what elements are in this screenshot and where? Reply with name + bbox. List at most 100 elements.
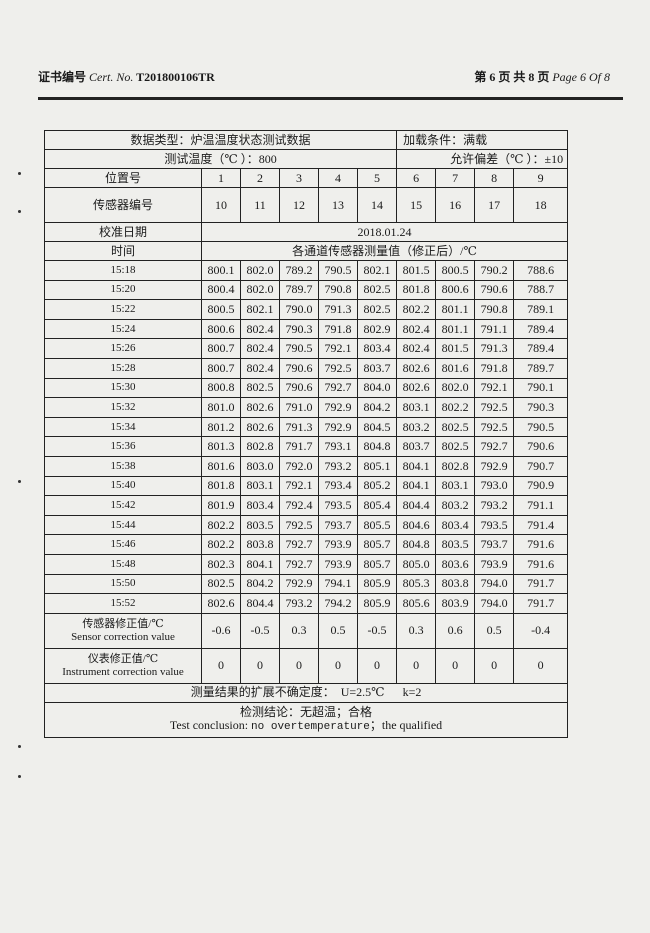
value-cell: 792.7 xyxy=(474,436,515,457)
value-cell: 790.5 xyxy=(318,260,358,281)
sensor-correction-cell: -0.4 xyxy=(513,612,569,649)
load-condition: 加载条件：满载 xyxy=(396,130,569,150)
sensor-correction-cn: 传感器修正值/℃ xyxy=(82,617,164,630)
position-cell: 9 xyxy=(513,168,569,188)
data-table: 数据类型：炉温温度状态测试数据 加载条件：满载 测试温度（℃ ）：800 允许偏差（… xyxy=(43,130,569,738)
value-cell: 803.0 xyxy=(240,455,280,477)
position-cell: 6 xyxy=(396,168,437,188)
value-cell: 793.5 xyxy=(474,514,515,536)
value-cell: 790.3 xyxy=(513,397,569,418)
value-cell: 789.1 xyxy=(513,299,569,320)
value-cell: 804.1 xyxy=(396,475,437,497)
value-cell: 792.7 xyxy=(279,553,319,575)
value-cell: 794.0 xyxy=(474,573,515,595)
value-cell: 804.2 xyxy=(356,397,398,418)
value-cell: 802.5 xyxy=(356,279,398,301)
position-cell: 7 xyxy=(435,168,476,188)
instrument-correction-cell: 0 xyxy=(356,647,398,684)
time-cell: 15:26 xyxy=(44,338,202,359)
time-cell: 15:46 xyxy=(44,534,202,555)
value-cell: 802.2 xyxy=(396,299,437,320)
value-cell: 802.4 xyxy=(396,318,437,340)
sensor-correction-cell: 0.6 xyxy=(435,612,476,649)
value-cell: 802.6 xyxy=(240,416,280,438)
value-cell: 792.5 xyxy=(474,397,515,418)
value-cell: 805.9 xyxy=(356,593,398,614)
value-cell: 802.6 xyxy=(240,397,280,418)
value-cell: 790.1 xyxy=(513,377,569,399)
punch-mark xyxy=(18,775,21,778)
value-cell: 805.7 xyxy=(356,553,398,575)
conclusion-en-result: no overtemperature xyxy=(251,720,370,733)
value-cell: 800.7 xyxy=(201,357,241,379)
time-cell: 15:50 xyxy=(44,573,202,595)
value-cell: 801.5 xyxy=(396,260,437,281)
value-cell: 793.2 xyxy=(279,593,319,614)
value-cell: 791.0 xyxy=(279,397,319,418)
instrument-correction-cn: 仪表修正值/℃ xyxy=(87,652,159,665)
value-cell: 802.5 xyxy=(435,436,476,457)
punch-mark xyxy=(18,210,21,213)
value-cell: 805.1 xyxy=(356,455,398,477)
table-row: 15:36 801.3 802.8 791.7 793.1 804.8 803.7 802.5… xyxy=(44,436,569,457)
value-cell: 800.5 xyxy=(201,299,241,320)
time-cell: 15:42 xyxy=(44,495,202,516)
sensor-correction-cell: 0.5 xyxy=(474,612,515,649)
value-cell: 791.7 xyxy=(513,593,569,614)
table-row: 15:38 801.6 803.0 792.0 793.2 805.1 804.1 802.8… xyxy=(44,455,569,477)
value-cell: 803.7 xyxy=(356,357,398,379)
value-cell: 802.5 xyxy=(356,299,398,320)
table-row: 15:40 801.8 803.1 792.1 793.4 805.2 804.1 803.1… xyxy=(44,475,569,497)
table-row: 15:32 801.0 802.6 791.0 792.9 804.2 803.1 802.2… xyxy=(44,397,569,418)
value-cell: 803.1 xyxy=(435,475,476,497)
time-cell: 15:44 xyxy=(44,514,202,536)
sensor-cell: 11 xyxy=(240,187,280,223)
cert-number: 证书编号 Cert. No. T201800106TR xyxy=(38,68,215,85)
value-cell: 802.0 xyxy=(240,279,280,301)
value-cell: 802.3 xyxy=(201,553,241,575)
data-type: 数据类型：炉温温度状态测试数据 xyxy=(43,130,398,150)
page-number: 第 6 页 共 8 页 Page 6 Of 8 xyxy=(474,68,610,85)
value-cell: 800.5 xyxy=(435,260,476,281)
time-cell: 15:36 xyxy=(44,436,202,457)
value-cell: 789.2 xyxy=(279,260,319,281)
value-cell: 802.8 xyxy=(240,436,280,457)
value-cell: 804.8 xyxy=(356,436,398,457)
time-cell: 15:18 xyxy=(44,260,202,281)
value-cell: 792.4 xyxy=(279,495,319,516)
instrument-correction-cell: 0 xyxy=(435,647,476,684)
value-cell: 802.2 xyxy=(201,514,241,536)
value-cell: 805.9 xyxy=(356,573,398,595)
value-cell: 802.5 xyxy=(201,573,241,595)
value-cell: 802.9 xyxy=(356,318,398,340)
time-cell: 15:38 xyxy=(44,455,202,477)
value-cell: 793.9 xyxy=(318,534,358,555)
position-cell: 8 xyxy=(474,168,515,188)
sensor-cell: 14 xyxy=(356,187,398,223)
table-row: 15:18 800.1 802.0 789.2 790.5 802.1 801.5 800.5… xyxy=(44,260,569,281)
page-en: Page 6 Of 8 xyxy=(552,70,610,84)
sensor-correction-cell: -0.5 xyxy=(240,612,280,649)
value-cell: 791.3 xyxy=(318,299,358,320)
value-cell: 803.1 xyxy=(240,475,280,497)
instrument-correction-cell: 0 xyxy=(279,647,319,684)
page-cn: 第 6 页 共 8 页 xyxy=(474,70,550,84)
value-cell: 802.6 xyxy=(201,593,241,614)
sensor-correction-en: Sensor correction value xyxy=(71,630,175,643)
value-cell: 790.5 xyxy=(279,338,319,359)
value-cell: 794.2 xyxy=(318,593,358,614)
value-cell: 789.7 xyxy=(513,357,569,379)
value-cell: 792.9 xyxy=(318,416,358,438)
instrument-correction-en: Instrument correction value xyxy=(62,665,184,678)
time-cell: 15:32 xyxy=(44,397,202,418)
value-cell: 790.6 xyxy=(474,279,515,301)
cert-no: T201800106TR xyxy=(136,70,215,84)
time-cell: 15:52 xyxy=(44,593,202,614)
value-cell: 791.7 xyxy=(279,436,319,457)
instrument-correction-cell: 0 xyxy=(513,647,569,684)
value-cell: 804.4 xyxy=(396,495,437,516)
position-cell: 2 xyxy=(240,168,280,188)
table-row: 15:50 802.5 804.2 792.9 794.1 805.9 805.3 803.8… xyxy=(44,573,569,595)
value-cell: 805.2 xyxy=(356,475,398,497)
value-cell: 791.6 xyxy=(513,534,569,555)
